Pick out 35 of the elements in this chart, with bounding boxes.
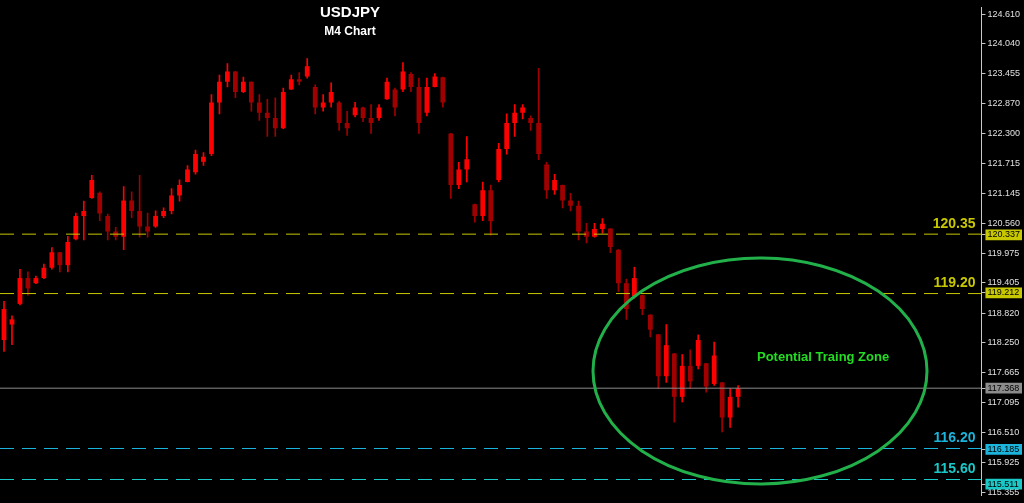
- candlestick: [9, 315, 15, 346]
- y-tick-label: 120.337: [987, 229, 1021, 240]
- y-tick-label: 124.610: [987, 8, 1021, 19]
- candlestick: [272, 97, 278, 137]
- y-tick-label: 115.511: [987, 478, 1019, 489]
- text: M4 Chart: [323, 24, 377, 38]
- y-tick-label: 117.368: [987, 382, 1020, 393]
- y-tick-label: 122.300: [987, 127, 1021, 138]
- y-tick-label: 115.355: [987, 486, 1020, 497]
- y-tick-label: 120.560: [987, 217, 1021, 228]
- y-tick-label: 118.820: [987, 307, 1020, 318]
- candlestick: [264, 99, 270, 137]
- ref-line-label: 119.20: [933, 274, 976, 291]
- ref-line-label: 115.60: [933, 460, 976, 477]
- y-tick-label: 124.040: [987, 38, 1021, 49]
- y-tick-label: 115.925: [987, 457, 1020, 468]
- y-tick-label: 117.095: [987, 396, 1020, 407]
- y-tick-label: 121.145: [987, 187, 1021, 198]
- ref-line-label: 120.35: [932, 215, 976, 232]
- candlestick: [464, 136, 470, 183]
- ref-line-label: 116.20: [933, 429, 976, 446]
- y-tick-label: 123.455: [987, 68, 1021, 79]
- annotation: Potential Traing Zone: [757, 349, 890, 364]
- y-tick-label: 121.715: [987, 158, 1021, 169]
- y-tick-label: 116.185: [987, 443, 1020, 454]
- y-tick-label: 119.405: [987, 277, 1020, 288]
- candlestick: [296, 72, 302, 86]
- y-tick-label: 119.212: [987, 287, 1020, 298]
- y-tick-label: 122.870: [987, 98, 1021, 109]
- y-tick-label: 118.250: [987, 337, 1020, 348]
- chart-title: USDJPY: [319, 3, 381, 20]
- candlestick: [81, 200, 87, 241]
- y-tick-label: 117.665: [987, 367, 1020, 378]
- y-tick-label: 116.510: [987, 426, 1020, 437]
- y-tick-label: 119.975: [987, 248, 1020, 259]
